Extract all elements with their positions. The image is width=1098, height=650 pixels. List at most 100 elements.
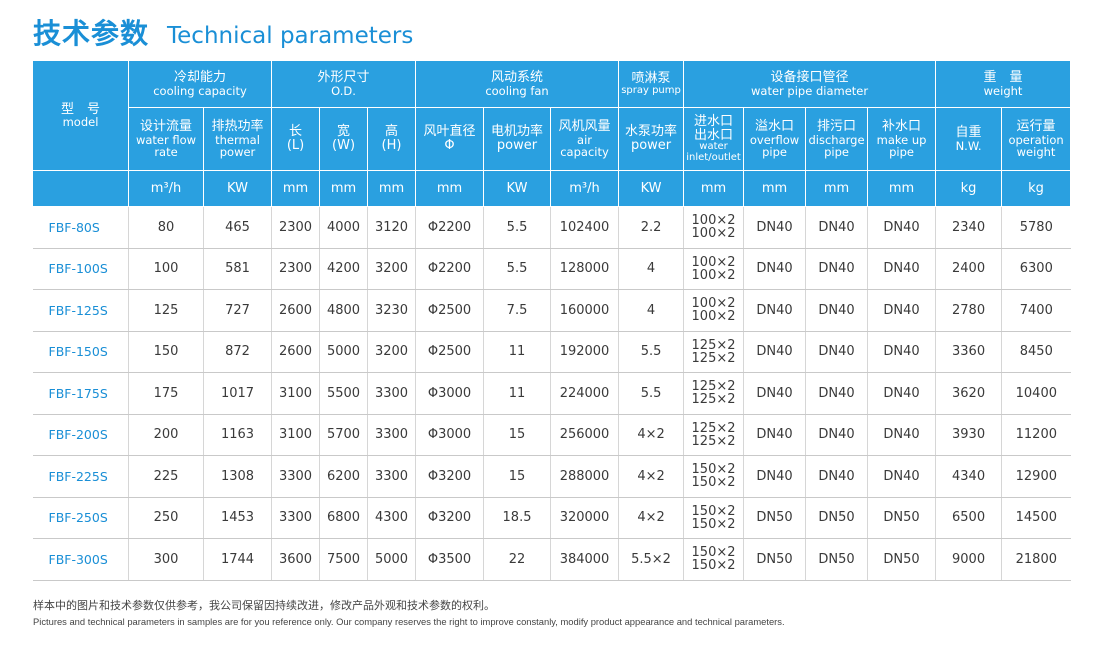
cell-heat: 872 [203, 331, 273, 373]
cell-overflow: DN40 [743, 206, 807, 249]
cell-net-weight: 2400 [935, 248, 1003, 290]
cell-overflow: DN50 [743, 497, 807, 539]
cell-inlet-outlet: 150×2 150×2 [683, 538, 745, 581]
cell-blade: Φ2500 [415, 289, 485, 332]
table-row: FBF-300S 300 1744 3600 7500 5000 Φ3500 22 384000… [32, 538, 1071, 581]
outlet-value: 100×2 [691, 309, 736, 325]
table-row: FBF-100S 100 581 2300 4200 3200 Φ2200 5.5 128000… [32, 248, 1071, 290]
cell-blade: Φ2200 [415, 248, 485, 290]
cell-air: 128000 [550, 248, 620, 290]
cell-operation-weight: 12900 [1001, 455, 1071, 498]
cell-flow: 100 [128, 248, 204, 290]
cell-pump: 4×2 [618, 414, 685, 456]
unit-cell: mm [271, 170, 321, 207]
cell-operation-weight: 7400 [1001, 289, 1071, 332]
technical-parameters-table: 型 号 model 冷却能力 cooling capacity 外形尺寸 O.D… [32, 60, 1072, 581]
cell-pump: 5.5 [618, 372, 685, 415]
cell-model: FBF-250S [32, 497, 129, 539]
cell-length: 3100 [271, 372, 321, 415]
cell-motor: 11 [483, 331, 552, 373]
cell-length: 3300 [271, 497, 321, 539]
cell-operation-weight: 11200 [1001, 414, 1071, 456]
cell-inlet-outlet: 100×2 100×2 [683, 248, 745, 290]
header-net-weight: 自重 N.W. [935, 107, 1003, 171]
cell-height: 3300 [367, 372, 417, 415]
header-flow-rate: 设计流量 water flow rate [128, 107, 204, 171]
cell-model: FBF-80S [32, 206, 129, 249]
outlet-value: 150×2 [691, 475, 736, 491]
cell-model: FBF-225S [32, 455, 129, 498]
header-row-columns: 设计流量 water flow rate 排热功率 thermal power … [33, 107, 1072, 171]
unit-cell: mm [683, 170, 745, 207]
cell-net-weight: 9000 [935, 538, 1003, 581]
header-row-groups: 型 号 model 冷却能力 cooling capacity 外形尺寸 O.D… [32, 60, 1072, 171]
header-cooling-fan: 风动系统 cooling fan [415, 60, 620, 108]
inlet-value: 125×2 [691, 379, 736, 395]
inlet-value: 150×2 [691, 545, 736, 561]
outlet-value: 150×2 [691, 558, 736, 574]
cell-overflow: DN40 [743, 331, 807, 373]
cell-overflow: DN40 [743, 455, 807, 498]
cell-heat: 727 [203, 289, 273, 332]
cell-model: FBF-300S [32, 538, 129, 581]
header-spray-pump: 喷淋泵 spray pump [618, 60, 685, 108]
cell-height: 4300 [367, 497, 417, 539]
cell-air: 256000 [550, 414, 620, 456]
cell-inlet-outlet: 150×2 150×2 [683, 497, 745, 539]
unit-cell: KW [483, 170, 552, 207]
cell-height: 3200 [367, 248, 417, 290]
cell-motor: 15 [483, 414, 552, 456]
unit-cell: KW [618, 170, 685, 207]
cell-discharge: DN50 [805, 497, 869, 539]
unit-cell: kg [1001, 170, 1072, 207]
outlet-value: 125×2 [691, 350, 736, 366]
cell-makeup: DN40 [867, 372, 937, 415]
cell-model: FBF-125S [32, 289, 129, 332]
cell-width: 7500 [319, 538, 369, 581]
cell-height: 5000 [367, 538, 417, 581]
cell-length: 2600 [271, 331, 321, 373]
cell-net-weight: 2780 [935, 289, 1003, 332]
header-inlet-outlet: 进水口 出水口 water inlet/outlet [683, 107, 745, 171]
cell-pump: 5.5×2 [618, 538, 685, 581]
cell-pump: 4 [618, 248, 685, 290]
cell-flow: 80 [128, 206, 204, 249]
cell-overflow: DN40 [743, 289, 807, 332]
cell-operation-weight: 5780 [1001, 206, 1071, 249]
outlet-value: 150×2 [691, 516, 736, 532]
cell-pump: 4 [618, 289, 685, 332]
cell-makeup: DN40 [867, 248, 937, 290]
table-row: FBF-250S 250 1453 3300 6800 4300 Φ3200 18.5 3200… [32, 497, 1071, 539]
header-makeup-pipe: 补水口 make up pipe [867, 107, 937, 171]
cell-length: 2600 [271, 289, 321, 332]
cell-inlet-outlet: 125×2 125×2 [683, 372, 745, 415]
cell-overflow: DN40 [743, 414, 807, 456]
cell-pump: 5.5 [618, 331, 685, 373]
cell-heat: 1453 [203, 497, 273, 539]
table-body: FBF-80S 80 465 2300 4000 3120 Φ2200 5.5 102400 2.… [32, 206, 1071, 581]
cell-overflow: DN40 [743, 248, 807, 290]
disclaimer-chinese: 样本中的图片和技术参数仅供参考，我公司保留因持续改进，修改产品外观和技术参数的权… [33, 599, 495, 612]
cell-heat: 465 [203, 206, 273, 249]
cell-operation-weight: 6300 [1001, 248, 1071, 290]
cell-flow: 250 [128, 497, 204, 539]
cell-air: 224000 [550, 372, 620, 415]
cell-motor: 11 [483, 372, 552, 415]
cell-length: 2300 [271, 248, 321, 290]
cell-width: 5000 [319, 331, 369, 373]
cell-blade: Φ3000 [415, 414, 485, 456]
cell-flow: 200 [128, 414, 204, 456]
cell-width: 6200 [319, 455, 369, 498]
header-discharge-pipe: 排污口 discharge pipe [805, 107, 869, 171]
disclaimer-english: Pictures and technical parameters in sam… [33, 616, 785, 627]
cell-discharge: DN40 [805, 455, 869, 498]
unit-model-blank [32, 170, 129, 207]
cell-inlet-outlet: 125×2 125×2 [683, 414, 745, 456]
header-overflow-pipe: 溢水口 overflow pipe [743, 107, 807, 171]
header-thermal-power: 排热功率 thermal power [202, 107, 273, 171]
header-weight: 重 量 weight [935, 60, 1072, 108]
outlet-value: 125×2 [691, 433, 736, 449]
cell-heat: 1308 [203, 455, 273, 498]
cell-length: 3300 [271, 455, 321, 498]
unit-cell: mm [415, 170, 485, 207]
